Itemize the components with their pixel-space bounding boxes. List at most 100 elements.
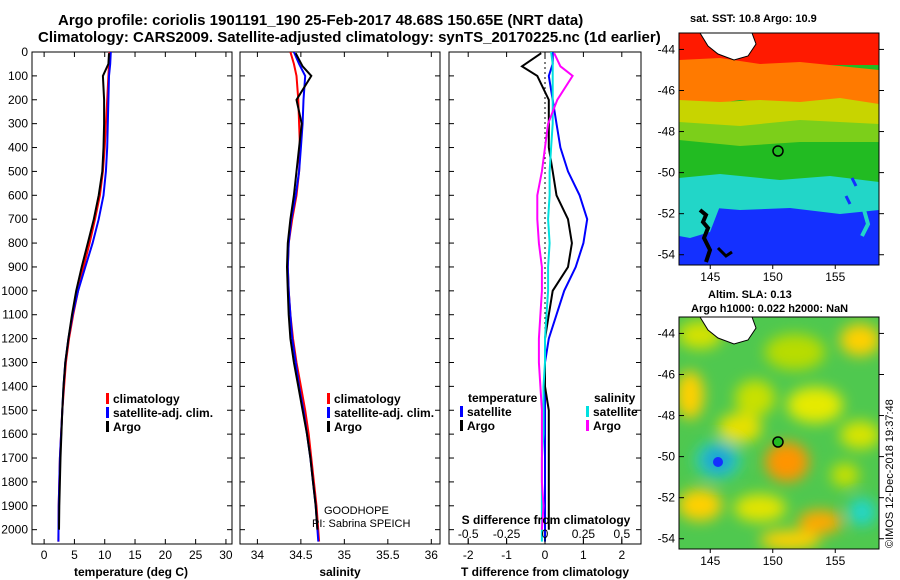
- series-line-temperature-argo: [520, 52, 573, 530]
- salinity-legend: climatology satellite-adj. clim. Argo GO…: [312, 392, 434, 530]
- series-line-temperature-satellite: [544, 52, 589, 542]
- imos-credit: ©IMOS 12-Dec-2018 19:37:48: [884, 399, 896, 548]
- depth-tick-label: 1600: [1, 427, 28, 441]
- salinity-panel-frame: [239, 51, 441, 545]
- s-diff-tick-label: -0.5: [458, 527, 479, 541]
- depth-tick-label: 1500: [1, 403, 28, 417]
- lat-tick-label: -46: [658, 367, 676, 381]
- x-tick-label: 35.5: [376, 548, 400, 562]
- x-tick-label: 25: [189, 548, 203, 562]
- legend-swatch-sal-argo: [586, 420, 589, 431]
- legend-swatch-climatology: [106, 393, 109, 404]
- salinity-x-label: salinity: [319, 565, 361, 579]
- depth-tick-label: 1200: [1, 332, 28, 346]
- difference-series: [520, 52, 589, 544]
- temperature-x-label: temperature (deg C): [74, 565, 188, 579]
- depth-axis: 0 100 200 300 400 500 600 700 800 900 1000 1100 1200…: [1, 45, 641, 537]
- s-diff-tick-label: -0.25: [493, 527, 521, 541]
- depth-tick-label: 600: [8, 188, 28, 202]
- lon-tick-label: 150: [763, 270, 783, 284]
- s-diff-tick-label: 0: [542, 527, 549, 541]
- x-tick-label: 35: [338, 548, 352, 562]
- lat-tick-label: -48: [658, 409, 676, 423]
- salinity-series: [285, 52, 321, 542]
- x-tick-label: 34: [251, 548, 265, 562]
- legend-swatch-satellite: [106, 407, 109, 418]
- sst-map-title: sat. SST: 10.8 Argo: 10.9: [690, 13, 817, 25]
- x-tick-label: 34.5: [289, 548, 313, 562]
- x-tick-label: -2: [463, 548, 474, 562]
- depth-tick-label: 1800: [1, 475, 28, 489]
- lat-tick-label: -48: [658, 125, 676, 139]
- depth-tick-label: 300: [8, 117, 28, 131]
- legend-label-climatology: climatology: [113, 392, 180, 406]
- lat-tick-label: -44: [658, 42, 676, 56]
- x-tick-label: 2: [618, 548, 625, 562]
- depth-tick-label: 1000: [1, 284, 28, 298]
- x-tick-label: 15: [128, 548, 142, 562]
- legend-swatch-argo: [106, 421, 109, 432]
- legend-swatch-sal-satellite: [586, 406, 589, 417]
- depth-tick-label: 2000: [1, 523, 28, 537]
- sst-map: [678, 32, 880, 266]
- depth-tick-label: 1400: [1, 379, 28, 393]
- legend-swatch-argo: [327, 421, 330, 432]
- lon-tick-label: 150: [763, 554, 783, 568]
- sla-map-axes: -44 -46 -48 -50 -52 -54 145 150 155: [658, 326, 884, 568]
- x-tick-label: 1: [580, 548, 587, 562]
- series-line-argo: [285, 52, 319, 530]
- depth-tick-label: 100: [8, 69, 28, 83]
- lat-tick-label: -46: [658, 83, 676, 97]
- difference-legend: temperature satellite Argo salinity sate…: [460, 391, 638, 433]
- legend-swatch-satellite: [327, 407, 330, 418]
- depth-tick-label: 200: [8, 93, 28, 107]
- x-tick-label: 0: [41, 548, 48, 562]
- legend-label-temp-argo: Argo: [467, 419, 495, 433]
- depth-tick-label: 1700: [1, 451, 28, 465]
- depth-tick-label: 900: [8, 260, 28, 274]
- lat-tick-label: -52: [658, 207, 676, 221]
- figure-title-line2: Climatology: CARS2009. Satellite-adjuste…: [38, 29, 661, 46]
- lon-tick-label: 155: [825, 270, 845, 284]
- legend-swatch-temp-satellite: [460, 406, 463, 417]
- series-line-argo: [58, 53, 110, 530]
- difference-x-label: T difference from climatology: [461, 565, 629, 579]
- argo-float-marker: [772, 145, 784, 157]
- temperature-series: [57, 52, 112, 542]
- x-tick-label: 30: [219, 548, 233, 562]
- pi-note: PI: Sabrina SPEICH: [312, 518, 410, 530]
- temperature-panel-frame: [31, 51, 233, 545]
- salinity-difference-label: S difference from climatology: [462, 513, 631, 527]
- legend-swatch-temp-argo: [460, 420, 463, 431]
- legend-label-climatology: climatology: [334, 392, 401, 406]
- legend-temperature-header: temperature: [468, 391, 538, 405]
- depth-tick-label: 0: [21, 45, 28, 59]
- legend-label-satellite: satellite-adj. clim.: [334, 406, 434, 420]
- legend-label-sal-satellite: satellite: [593, 405, 638, 419]
- legend-label-temp-satellite: satellite: [467, 405, 512, 419]
- x-tick-label: 20: [159, 548, 173, 562]
- legend-label-sal-argo: Argo: [593, 419, 621, 433]
- legend-label-argo: Argo: [113, 420, 141, 434]
- lon-tick-label: 145: [700, 270, 720, 284]
- lon-tick-label: 155: [825, 554, 845, 568]
- temperature-legend: climatology satellite-adj. clim. Argo: [106, 392, 213, 434]
- x-tick-label: 10: [98, 548, 112, 562]
- argo-float-marker: [772, 436, 784, 448]
- sla-map: [678, 316, 880, 550]
- lat-tick-label: -52: [658, 491, 676, 505]
- lat-tick-label: -50: [658, 166, 676, 180]
- x-tick-label: 36: [425, 548, 439, 562]
- depth-tick-label: 500: [8, 164, 28, 178]
- sst-map-axes: -44 -46 -48 -50 -52 -54 145 150 155: [658, 42, 884, 284]
- x-tick-label: 5: [71, 548, 78, 562]
- program-note: GOODHOPE: [324, 505, 389, 517]
- lat-tick-label: -50: [658, 450, 676, 464]
- depth-tick-label: 800: [8, 236, 28, 250]
- depth-tick-label: 400: [8, 141, 28, 155]
- temperature-x-axis: 0 5 10 15 20 25 30: [41, 52, 233, 562]
- figure-title-line1: Argo profile: coriolis 1901191_190 25-Fe…: [58, 12, 584, 29]
- lat-tick-label: -44: [658, 326, 676, 340]
- depth-tick-label: 1300: [1, 355, 28, 369]
